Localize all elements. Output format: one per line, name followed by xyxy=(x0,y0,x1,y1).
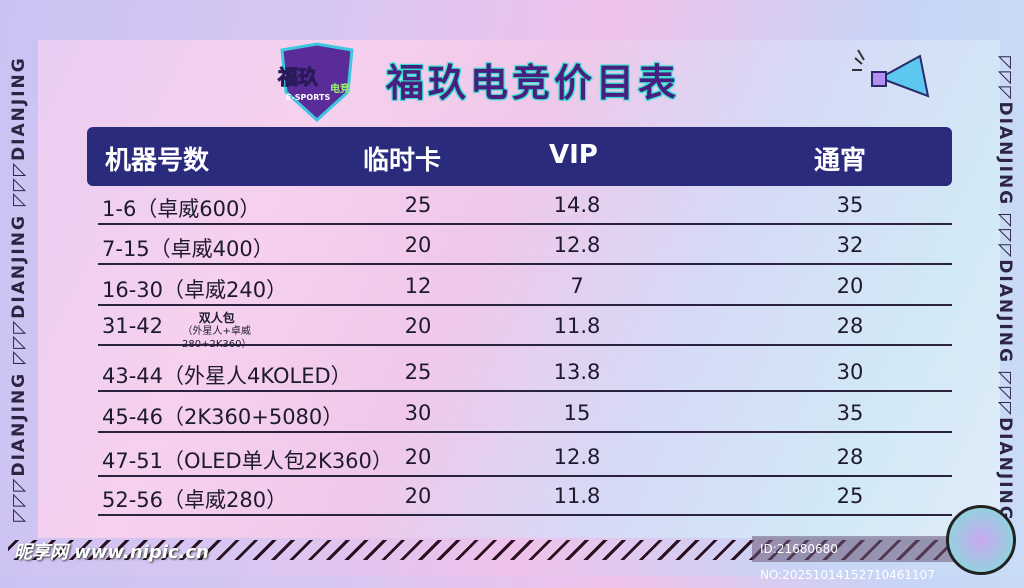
right-border-text: ◸◸◸DIANJING ◸◸◸DIANJING ◸◸◸DIANJING xyxy=(995,56,1015,522)
machine-cell: 52-56（卓威280） xyxy=(102,488,288,512)
chevron-strip xyxy=(8,540,948,560)
price-panel xyxy=(38,40,1000,538)
table-row: 1-6（卓威600） 25 14.8 35 xyxy=(98,185,952,225)
page-title: 福玖电竞价目表 xyxy=(386,61,681,105)
machine-cell: 47-51（OLED单人包2K360） xyxy=(102,449,393,473)
megaphone-icon xyxy=(852,49,930,98)
machine-cell: 1-6（卓威600） xyxy=(102,197,261,221)
machine-cell: 16-30（卓威240） xyxy=(102,278,288,302)
header-machine: 机器号数 xyxy=(105,146,210,176)
machine-cell: 31-42 双人包 （外星人+卓威280+2K360） xyxy=(102,311,252,351)
table-row: 31-42 双人包 （外星人+卓威280+2K360） 20 11.8 28 xyxy=(98,306,952,351)
table-row: 7-15（卓威400） 20 12.8 32 xyxy=(98,225,952,265)
machine-cell: 45-46（2K360+5080） xyxy=(102,405,344,429)
table-row: 16-30（卓威240） 12 7 20 xyxy=(98,266,952,306)
table-row: 45-46（2K360+5080） 30 15 35 xyxy=(98,393,952,433)
header-temp-card: 临时卡 xyxy=(363,146,442,176)
table-row: 47-51（OLED单人包2K360） 20 12.8 28 xyxy=(98,437,952,477)
header-overnight: 通宵 xyxy=(814,146,867,176)
svg-text:E-SPORTS: E-SPORTS xyxy=(286,93,330,102)
table-row: 52-56（卓威280） 20 11.8 25 xyxy=(98,476,952,516)
header-vip: VIP xyxy=(549,140,598,170)
svg-text:电竞: 电竞 xyxy=(330,82,350,95)
table-row: 43-44（外星人4KOLED） 25 13.8 30 xyxy=(98,352,952,392)
smiley-icon xyxy=(946,505,1016,575)
table-header: 机器号数 临时卡 VIP 通宵 xyxy=(87,127,952,186)
machine-cell: 43-44（外星人4KOLED） xyxy=(102,364,352,388)
watermark: 昵享网 www.nipic.cn xyxy=(14,542,209,563)
package-note: 双人包 （外星人+卓威280+2K360） xyxy=(182,311,252,351)
esports-logo: 福玖 E-SPORTS 电竞 xyxy=(277,42,354,122)
left-border-text: ◸◸◸DIANJING ◸◸◸DIANJING ◸◸◸DIANJING xyxy=(9,56,29,522)
machine-cell: 7-15（卓威400） xyxy=(102,237,274,261)
svg-text:福玖: 福玖 xyxy=(277,65,319,89)
